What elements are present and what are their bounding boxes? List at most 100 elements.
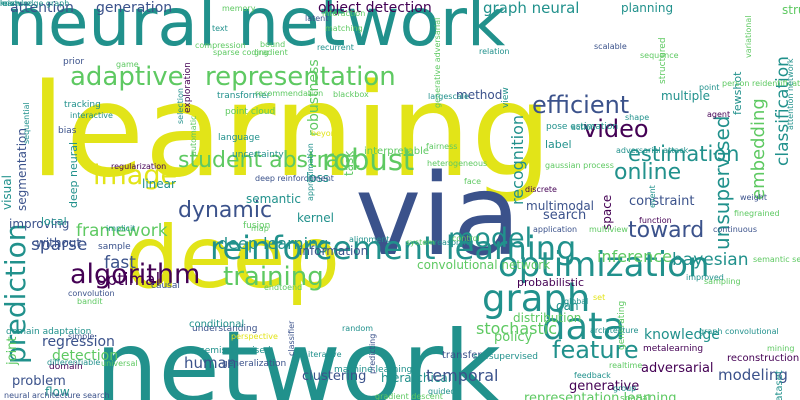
cloud-word: dataset <box>774 370 785 400</box>
cloud-word: differentiable <box>47 358 101 367</box>
cloud-word: multiview <box>589 225 628 234</box>
cloud-word: point cloud <box>225 107 276 117</box>
cloud-word: efficient <box>532 91 630 119</box>
cloud-word: predicting <box>368 333 377 374</box>
cloud-word: deep <box>125 208 340 308</box>
cloud-word: map <box>251 224 269 233</box>
cloud-word: method <box>456 88 503 102</box>
cloud-word: loss <box>306 171 330 185</box>
cloud-word: control <box>452 234 480 243</box>
cloud-word: domain <box>49 362 83 372</box>
cloud-word: semisupervised <box>200 346 271 356</box>
cloud-word: task <box>342 150 356 176</box>
cloud-word: blackbox <box>333 90 369 99</box>
cloud-word: endtoend <box>264 283 303 292</box>
cloud-word: object detection <box>318 0 432 16</box>
cloud-word: information <box>299 244 369 258</box>
cloud-word: matching <box>325 24 363 33</box>
cloud-word: interactive <box>70 111 113 120</box>
cloud-word: fusion <box>243 221 271 231</box>
cloud-word: deep learning <box>218 234 329 253</box>
cloud-word: shape <box>625 113 650 122</box>
cloud-word: implicit <box>106 224 136 233</box>
cloud-word: robust <box>322 143 415 177</box>
cloud-word: sequential <box>22 102 31 144</box>
cloud-word: selfsupervised <box>473 352 539 362</box>
cloud-word: reconstruction <box>727 353 800 364</box>
cloud-word: face <box>464 177 482 186</box>
cloud-word: gan <box>556 299 579 313</box>
cloud-word: event <box>648 185 657 208</box>
cloud-word: realtime <box>609 361 643 370</box>
cloud-word: learning <box>30 57 553 206</box>
cloud-word: approximation <box>306 143 315 201</box>
cloud-word: bandit <box>77 297 103 306</box>
cloud-word: hierarchical <box>381 371 452 385</box>
cloud-word: prior <box>63 57 85 67</box>
cloud-word: neural architecture search <box>4 391 110 400</box>
cloud-word: flow <box>45 385 70 399</box>
cloud-word: global <box>564 297 589 306</box>
cloud-word: data <box>542 305 626 348</box>
cloud-word: neural network <box>6 0 506 61</box>
cloud-word: view <box>501 87 511 108</box>
cloud-word: function <box>639 216 672 225</box>
cloud-word: model <box>448 223 533 254</box>
cloud-word: application <box>533 225 578 234</box>
cloud-word: knowledge graph <box>0 0 70 8</box>
cloud-word: architecture <box>590 326 639 335</box>
cloud-word: structure <box>782 3 800 17</box>
cloud-word: embedding <box>748 98 769 200</box>
cloud-word: iterative <box>308 350 342 359</box>
cloud-word: structured <box>658 37 668 84</box>
cloud-word: adaptive <box>70 62 184 92</box>
cloud-word: learn <box>0 0 21 8</box>
cloud-word: transformer <box>217 91 271 101</box>
cloud-word: constraint <box>629 194 695 209</box>
cloud-word: multiple <box>661 89 711 103</box>
cloud-word: algorithm <box>70 259 201 290</box>
cloud-word: gradient descent <box>375 392 443 400</box>
cloud-word: conditional <box>189 319 245 330</box>
cloud-word: largescale <box>428 92 469 101</box>
cloud-word: clustering <box>302 369 367 384</box>
cloud-word: label <box>545 138 572 151</box>
cloud-word: gaussian process <box>545 161 614 170</box>
cloud-word: semantic segmentation <box>753 255 800 264</box>
cloud-word: machine learning <box>334 365 413 375</box>
cloud-word: attention <box>10 0 74 16</box>
cloud-word: detection <box>52 348 119 364</box>
cloud-word: sequence <box>640 51 679 60</box>
cloud-word: transfer <box>442 350 482 361</box>
cloud-word: continuous <box>713 225 757 234</box>
cloud-word: feature <box>552 336 639 364</box>
cloud-word: local <box>41 215 67 228</box>
cloud-word: fast <box>104 253 136 273</box>
cloud-word: sparse <box>31 235 88 255</box>
cloud-word: classifier <box>287 320 296 356</box>
cloud-word: scalable <box>594 42 627 51</box>
cloud-word: adversarial attack <box>616 146 689 155</box>
cloud-word: metalearning <box>643 344 704 354</box>
cloud-word: sample <box>98 242 131 252</box>
cloud-word: tracking <box>64 100 101 110</box>
cloud-word: search <box>543 208 587 223</box>
cloud-word: reasoning <box>434 238 474 247</box>
cloud-word: mining <box>767 344 795 353</box>
cloud-word: optimization <box>498 245 710 285</box>
cloud-word: person reidentification <box>722 79 800 88</box>
cloud-word: language <box>218 133 260 143</box>
cloud-word: stochastic <box>476 319 557 338</box>
cloud-word: variational <box>744 15 753 59</box>
cloud-word: distribution <box>513 311 582 325</box>
cloud-word: recommendation <box>255 89 324 98</box>
cloud-word: image <box>93 160 178 191</box>
cloud-word: student abstract <box>178 148 360 173</box>
cloud-word: group <box>613 384 637 393</box>
cloud-word: bias <box>58 126 77 136</box>
cloud-word: framework <box>76 221 168 241</box>
cloud-word: agent <box>707 110 731 119</box>
cloud-word: bound <box>260 40 286 49</box>
cloud-word: policy <box>494 330 533 345</box>
